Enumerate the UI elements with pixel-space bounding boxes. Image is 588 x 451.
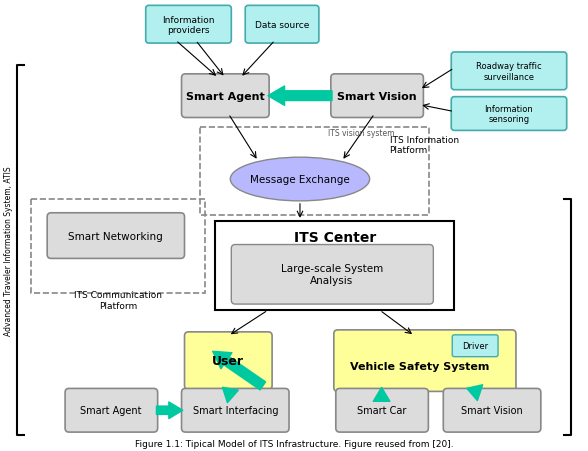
- Text: Vehicle Safety System: Vehicle Safety System: [350, 361, 489, 371]
- Text: ITS Information
Platform: ITS Information Platform: [389, 135, 459, 155]
- FancyArrowPatch shape: [467, 385, 483, 400]
- FancyBboxPatch shape: [245, 6, 319, 44]
- Text: Advanced Traveler Information System, ATIS: Advanced Traveler Information System, AT…: [4, 166, 13, 336]
- Text: Smart Agent: Smart Agent: [186, 92, 265, 101]
- FancyArrowPatch shape: [222, 387, 238, 403]
- FancyBboxPatch shape: [443, 389, 541, 432]
- Text: Information
providers: Information providers: [162, 15, 215, 35]
- FancyBboxPatch shape: [185, 332, 272, 390]
- FancyBboxPatch shape: [451, 97, 567, 131]
- Text: ITS vision system: ITS vision system: [328, 129, 395, 138]
- Bar: [215, 221, 455, 310]
- Text: Smart Networking: Smart Networking: [68, 231, 163, 241]
- FancyBboxPatch shape: [182, 75, 269, 118]
- FancyArrowPatch shape: [268, 87, 332, 106]
- Text: Smart Interfacing: Smart Interfacing: [192, 405, 278, 415]
- Ellipse shape: [230, 158, 370, 202]
- FancyBboxPatch shape: [451, 53, 567, 91]
- Text: ITS Communication
Platform: ITS Communication Platform: [74, 291, 162, 310]
- Bar: [31, 199, 205, 294]
- Bar: [201, 128, 429, 215]
- Text: Information
sensoring: Information sensoring: [485, 105, 533, 124]
- Text: Message Exchange: Message Exchange: [250, 175, 350, 184]
- Text: Figure 1.1: Tipical Model of ITS Infrastructure. Figure reused from [20].: Figure 1.1: Tipical Model of ITS Infrast…: [135, 440, 453, 448]
- Text: Data source: Data source: [255, 21, 309, 30]
- Text: Large-scale System
Analysis: Large-scale System Analysis: [280, 264, 383, 285]
- Text: Smart Agent: Smart Agent: [80, 405, 142, 415]
- Text: Roadway traffic
surveillance: Roadway traffic surveillance: [476, 62, 542, 81]
- FancyBboxPatch shape: [47, 213, 185, 259]
- Text: User: User: [212, 354, 244, 367]
- FancyBboxPatch shape: [331, 75, 423, 118]
- FancyBboxPatch shape: [334, 330, 516, 391]
- FancyBboxPatch shape: [146, 6, 231, 44]
- Text: ITS Center: ITS Center: [293, 230, 376, 244]
- Text: Driver: Driver: [462, 341, 488, 350]
- Text: Smart Vision: Smart Vision: [337, 92, 416, 101]
- FancyBboxPatch shape: [231, 245, 433, 304]
- Text: Smart Vision: Smart Vision: [461, 405, 523, 415]
- FancyArrowPatch shape: [156, 402, 183, 419]
- FancyBboxPatch shape: [182, 389, 289, 432]
- FancyBboxPatch shape: [452, 335, 498, 357]
- Text: Smart Car: Smart Car: [357, 405, 406, 415]
- FancyArrowPatch shape: [373, 387, 390, 401]
- FancyBboxPatch shape: [336, 389, 429, 432]
- FancyBboxPatch shape: [65, 389, 158, 432]
- FancyArrowPatch shape: [213, 351, 266, 390]
